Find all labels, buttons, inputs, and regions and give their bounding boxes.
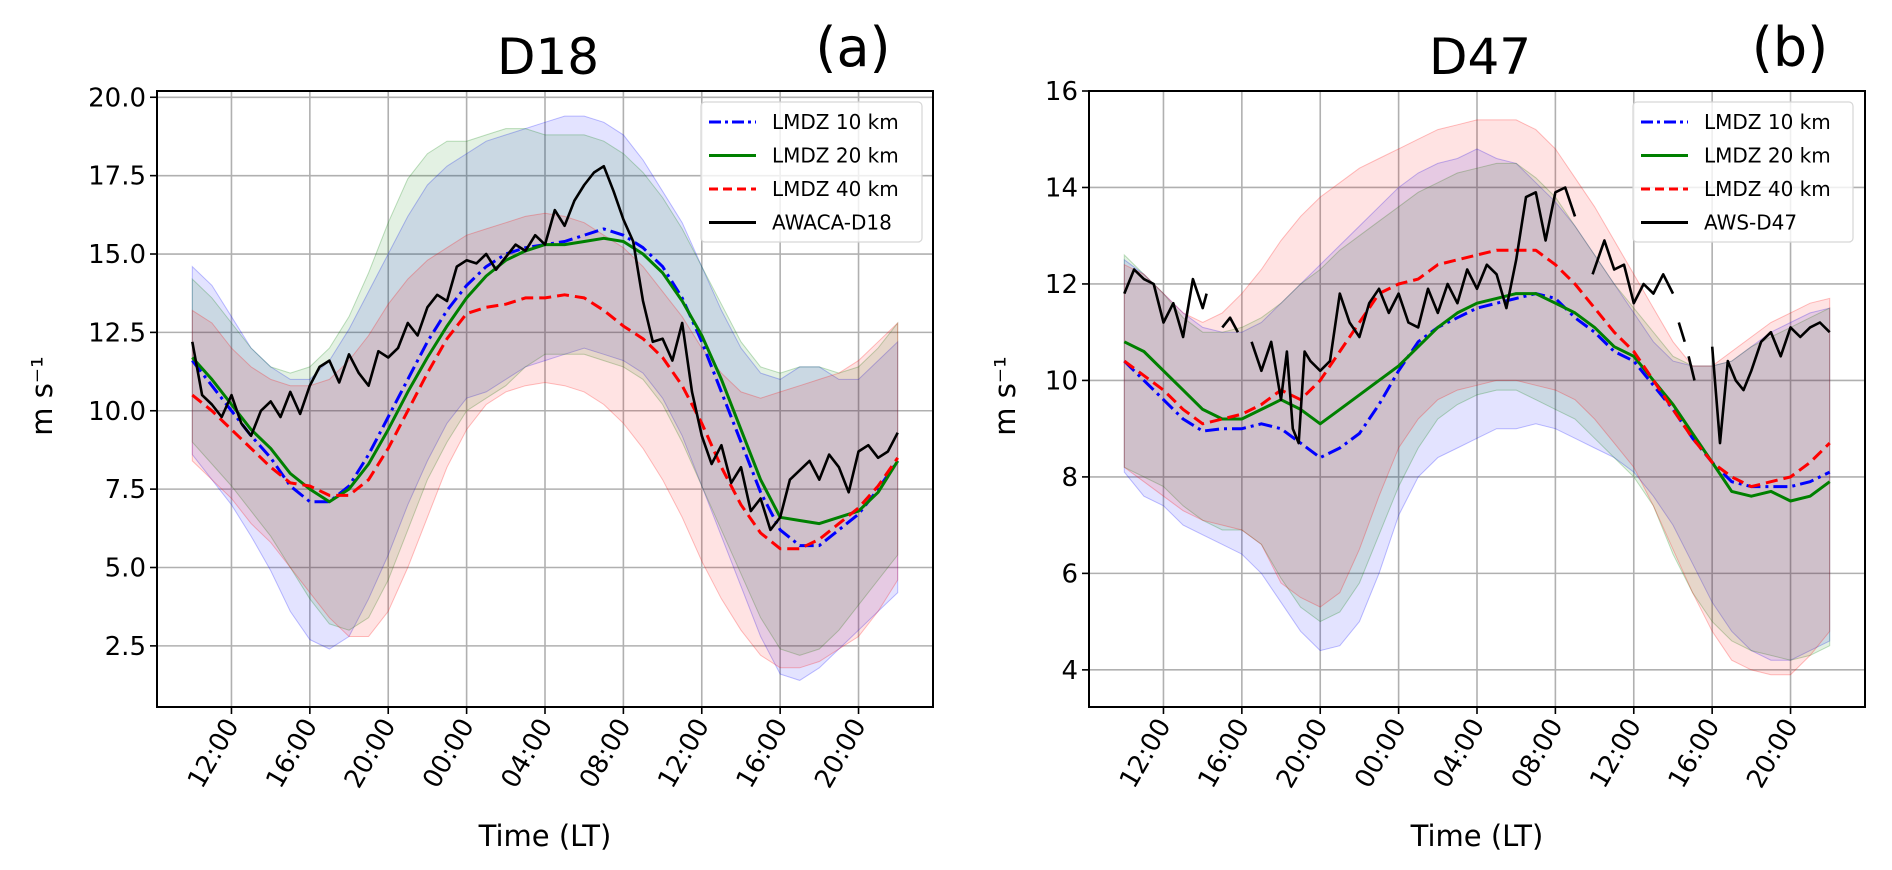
y-tick-label: 10.0 [88,397,146,427]
y-tick-label: 10 [1045,366,1078,396]
series-line-aws-d47 [1123,186,1831,445]
y-axis-label: m s⁻¹ [988,356,1022,436]
x-tick-label: 12:00 [1584,714,1647,794]
x-tick-label: 16:00 [731,714,794,794]
legend-entry: LMDZ 10 km [1704,110,1831,134]
x-tick-label: 08:00 [574,714,637,794]
legend: LMDZ 10 km LMDZ 20 km LMDZ 40 km AWS-D47 [1632,101,1854,243]
x-tick-label: 20:00 [339,714,402,794]
x-tick-label: 04:00 [496,714,559,794]
chart-title: D18 [497,28,599,86]
legend-entry: AWACA-D18 [772,211,892,235]
y-tick-label: 4 [1061,656,1078,686]
legend-entry: LMDZ 10 km [772,110,899,134]
x-tick-label: 16:00 [1663,714,1726,794]
x-tick-label: 12:00 [182,714,245,794]
y-tick-label: 16 [1045,77,1078,107]
y-tick-label: 7.5 [105,475,146,505]
x-tick-label: 20:00 [1741,714,1804,794]
plot-area [1123,119,1831,676]
legend: LMDZ 10 km LMDZ 20 km LMDZ 40 km AWACA-D18 [700,101,923,243]
x-tick-label: 12:00 [1114,714,1177,794]
panel-tag: (a) [815,16,890,79]
spread-band-lmdz-20-km [1123,162,1831,661]
legend-entry: LMDZ 40 km [772,177,899,201]
y-axis-label: m s⁻¹ [25,356,59,436]
x-tick-label: 00:00 [417,714,480,794]
spread-band-lmdz-10-km [191,115,899,681]
y-tick-label: 12.5 [88,318,146,348]
legend-entry: LMDZ 20 km [1704,144,1831,168]
x-tick-label: 16:00 [260,714,323,794]
x-tick-label: 04:00 [1428,714,1491,794]
y-tick-label: 15.0 [88,240,146,270]
y-tick-label: 8 [1061,463,1078,493]
y-tick-label: 6 [1061,559,1078,589]
y-tick-label: 14 [1045,173,1078,203]
x-axis-label: Time (LT) [478,819,612,853]
x-axis-label: Time (LT) [1410,819,1544,853]
y-tick-label: 20.0 [88,83,146,113]
y-tick-label: 17.5 [88,162,146,192]
x-tick-label: 20:00 [1271,714,1334,794]
spread-band-lmdz-10-km [1123,148,1831,661]
spread-band-lmdz-40-km [1123,119,1831,676]
legend-entry: LMDZ 20 km [772,144,899,168]
x-tick-label: 12:00 [652,714,715,794]
x-tick-label: 16:00 [1192,714,1255,794]
panel-a-d18: 2.55.07.510.012.515.017.520.012:00 16:00 2… [25,16,934,853]
legend-entry: AWS-D47 [1704,211,1797,235]
plot-area [191,115,899,681]
y-tick-label: 5.0 [105,553,146,583]
chart-title: D47 [1429,28,1531,86]
legend-entry: LMDZ 40 km [1704,177,1831,201]
series-line-lmdz-40-km [1123,248,1831,489]
legend-box [700,101,923,243]
series-line-awaca-d18 [191,164,899,532]
legend-box [1632,101,1854,243]
y-tick-label: 2.5 [105,632,146,662]
x-tick-label: 20:00 [809,714,872,794]
spread-band-lmdz-20-km [191,128,899,656]
panel-tag: (b) [1752,16,1828,79]
y-tick-label: 12 [1045,270,1078,300]
series-line-lmdz-40-km [191,293,899,551]
spread-band-lmdz-40-km [191,212,899,669]
x-tick-label: 08:00 [1506,714,1569,794]
x-tick-label: 00:00 [1349,714,1412,794]
